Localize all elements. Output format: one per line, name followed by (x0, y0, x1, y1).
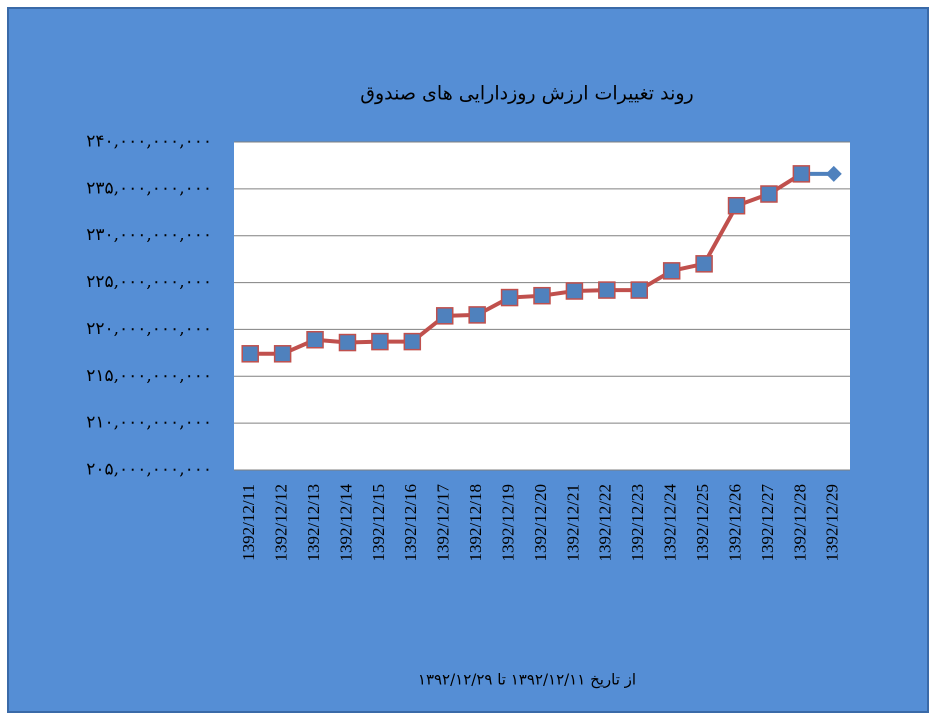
marker (760, 185, 778, 203)
chart-title: روند تغییرات ارزش روزدارایی های صندوق (360, 83, 693, 105)
x-tick-label: 1392/12/23 (628, 484, 647, 561)
y-tick-label: ۲۲۵,۰۰۰,۰۰۰,۰۰۰ (86, 272, 212, 292)
marker (403, 332, 422, 351)
x-tick-label: 1392/12/13 (304, 484, 323, 561)
x-tick-label: 1392/12/12 (272, 484, 291, 561)
marker (241, 345, 259, 363)
marker (468, 306, 486, 324)
marker (371, 332, 389, 351)
x-tick-label: 1392/12/21 (563, 484, 582, 561)
x-axis-label: از تاریخ ۱۳۹۲/۱۲/۱۱ تا ۱۳۹۲/۱۲/۲۹ (418, 671, 636, 689)
x-tick-label: 1392/12/25 (693, 484, 712, 561)
y-tick-label: ۲۱۵,۰۰۰,۰۰۰,۰۰۰ (86, 366, 212, 386)
marker (533, 286, 551, 305)
marker (565, 282, 584, 300)
x-tick-label: 1392/12/15 (369, 484, 388, 561)
y-tick-label: ۲۳۰,۰۰۰,۰۰۰,۰۰۰ (86, 225, 212, 245)
marker (435, 307, 454, 325)
marker (598, 281, 616, 299)
marker (273, 345, 292, 363)
marker (662, 262, 681, 280)
x-tick-label: 1392/12/18 (466, 484, 485, 561)
marker (306, 330, 324, 349)
marker (695, 255, 713, 273)
marker (825, 165, 842, 182)
x-tick-label: 1392/12/20 (531, 484, 550, 561)
x-tick-label: 1392/12/11 (239, 484, 258, 561)
x-tick-label: 1392/12/24 (661, 484, 680, 562)
x-tick-label: 1392/12/17 (434, 484, 453, 562)
x-tick-label: 1392/12/28 (790, 484, 809, 561)
x-tick-label: 1392/12/19 (498, 484, 517, 561)
marker (792, 165, 811, 183)
y-tick-label: ۲۳۵,۰۰۰,۰۰۰,۰۰۰ (86, 178, 212, 198)
marker (727, 196, 746, 215)
plot-area (234, 142, 850, 470)
x-tick-label: 1392/12/14 (336, 484, 355, 562)
y-tick-label: ۲۰۵,۰۰۰,۰۰۰,۰۰۰ (86, 460, 212, 480)
y-tick-label: ۲۱۰,۰۰۰,۰۰۰,۰۰۰ (86, 413, 212, 433)
x-tick-label: 1392/12/26 (725, 484, 744, 561)
marker (630, 281, 649, 299)
x-tick-label: 1392/12/16 (401, 484, 420, 561)
y-tick-label: ۲۴۰,۰۰۰,۰۰۰,۰۰۰ (86, 132, 212, 152)
marker (500, 288, 519, 307)
x-tick-label: 1392/12/29 (823, 484, 842, 561)
x-tick-label: 1392/12/27 (758, 484, 777, 562)
y-tick-label: ۲۲۰,۰۰۰,۰۰۰,۰۰۰ (86, 319, 212, 339)
x-tick-label: 1392/12/22 (596, 484, 615, 561)
marker (338, 333, 357, 352)
